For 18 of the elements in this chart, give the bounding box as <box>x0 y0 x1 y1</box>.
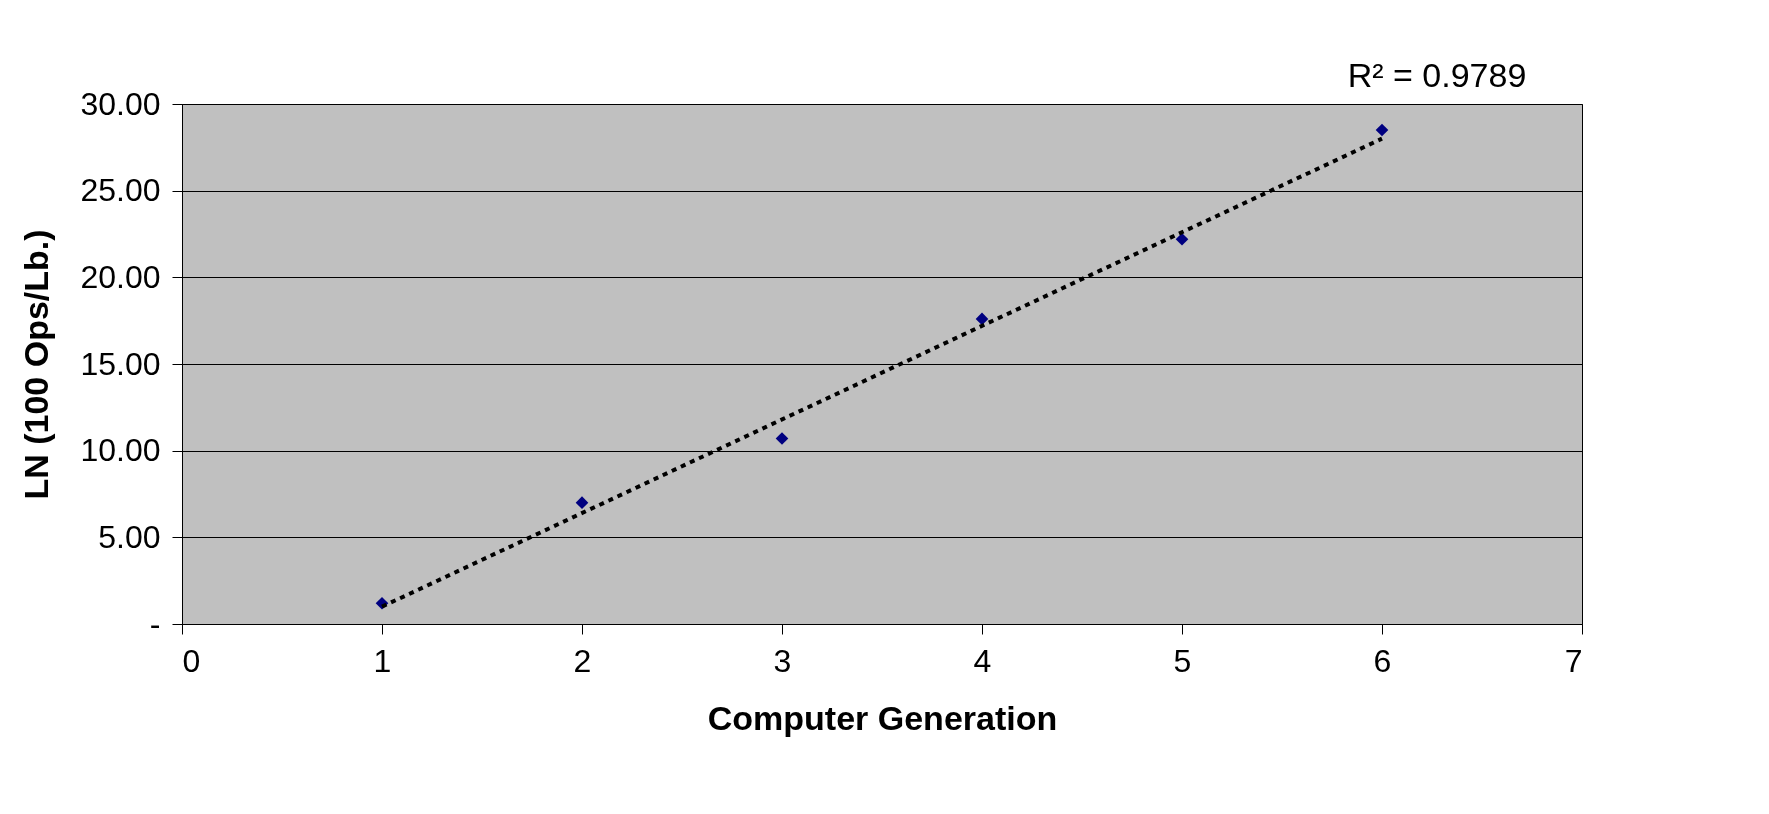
x-axis-title: Computer Generation <box>707 698 1058 737</box>
y-tick-label: 15.00 <box>80 345 161 382</box>
x-tick-label: 4 <box>973 642 992 679</box>
y-tick-label: 30.00 <box>80 85 161 122</box>
y-tick-label: 20.00 <box>80 258 161 295</box>
y-axis-title: LN (100 Ops/Lb.) <box>17 229 56 500</box>
x-tick-label: 6 <box>1373 642 1392 679</box>
x-tick-label: 0 <box>182 642 201 679</box>
x-tick-label: 5 <box>1173 642 1192 679</box>
y-tick-label: 10.00 <box>80 432 161 469</box>
x-tick-label: 7 <box>1564 642 1583 679</box>
text: R² = 0.9789 <box>1347 56 1527 94</box>
y-tick-label: 25.00 <box>80 172 161 209</box>
y-tick-label: 5.00 <box>98 518 161 555</box>
x-tick-label: 2 <box>573 642 592 679</box>
x-tick-label: 1 <box>373 642 392 679</box>
y-tick-label: - <box>149 605 161 642</box>
x-tick-label: 3 <box>773 642 792 679</box>
